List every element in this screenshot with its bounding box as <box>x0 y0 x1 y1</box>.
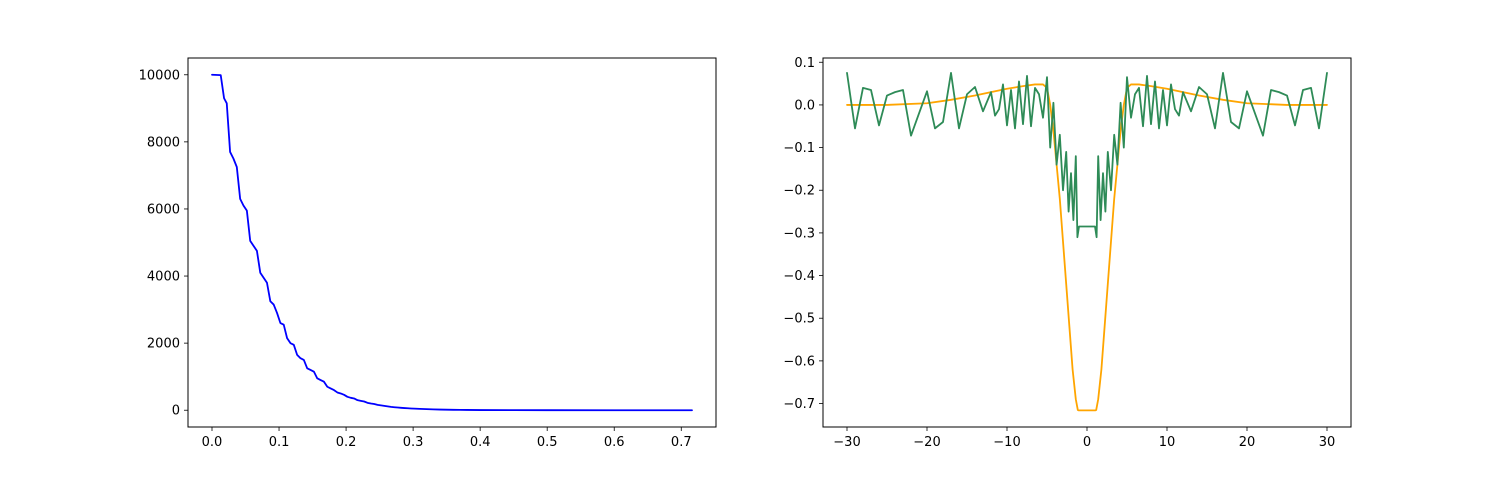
axes-frame <box>187 57 717 428</box>
y-tick-label: −0.4 <box>783 269 815 284</box>
series-line-1 <box>846 83 1328 412</box>
x-tick-label: 0.7 <box>671 435 692 450</box>
x-tick-label: 20 <box>1239 435 1256 450</box>
x-tick-label: 0.3 <box>403 435 424 450</box>
y-tick-label: 4000 <box>147 270 180 285</box>
x-tick-label: 0.5 <box>537 435 558 450</box>
x-tick-label: 10 <box>1159 435 1176 450</box>
y-tick-label: 2000 <box>147 337 180 352</box>
axes-frame <box>822 57 1352 428</box>
y-tick-label: −0.1 <box>783 141 815 156</box>
right-plot: −30 −20 −10 0 10 20 30 0.1 0.0 −0.1 −0.2 −0.3 −0.4 −0… <box>783 56 1352 450</box>
x-tick-label: 0.6 <box>604 435 625 450</box>
y-tick-label: 6000 <box>147 202 180 217</box>
x-tick-label: 0.1 <box>269 435 290 450</box>
x-tick-label: −10 <box>993 435 1020 450</box>
x-tick-label: 0.2 <box>336 435 357 450</box>
x-tick-label: −20 <box>913 435 940 450</box>
y-tick-label: 10000 <box>139 68 180 83</box>
y-tick-label: −0.6 <box>783 354 815 369</box>
y-tick-label: −0.2 <box>783 184 815 199</box>
x-tick-label: 0 <box>1083 435 1091 450</box>
x-tick-label: 0.4 <box>470 435 491 450</box>
y-tick-label: 0 <box>172 404 180 419</box>
x-tick-label: 0.0 <box>202 435 223 450</box>
y-tick-label: 0.1 <box>794 56 815 71</box>
y-tick-label: 0.0 <box>794 98 815 113</box>
left-plot: 0.0 0.1 0.2 0.3 0.4 0.5 0.6 0.7 0 2000 4000 6000 800… <box>139 57 717 450</box>
y-tick-label: −0.7 <box>783 397 815 412</box>
y-tick-label: −0.5 <box>783 312 815 327</box>
x-tick-label: 30 <box>1319 435 1336 450</box>
y-tick-label: 8000 <box>147 135 180 150</box>
y-tick-label: −0.3 <box>783 226 815 241</box>
series-line-2 <box>846 72 1328 239</box>
x-tick-label: −30 <box>833 435 860 450</box>
series-line-1 <box>211 73 693 412</box>
